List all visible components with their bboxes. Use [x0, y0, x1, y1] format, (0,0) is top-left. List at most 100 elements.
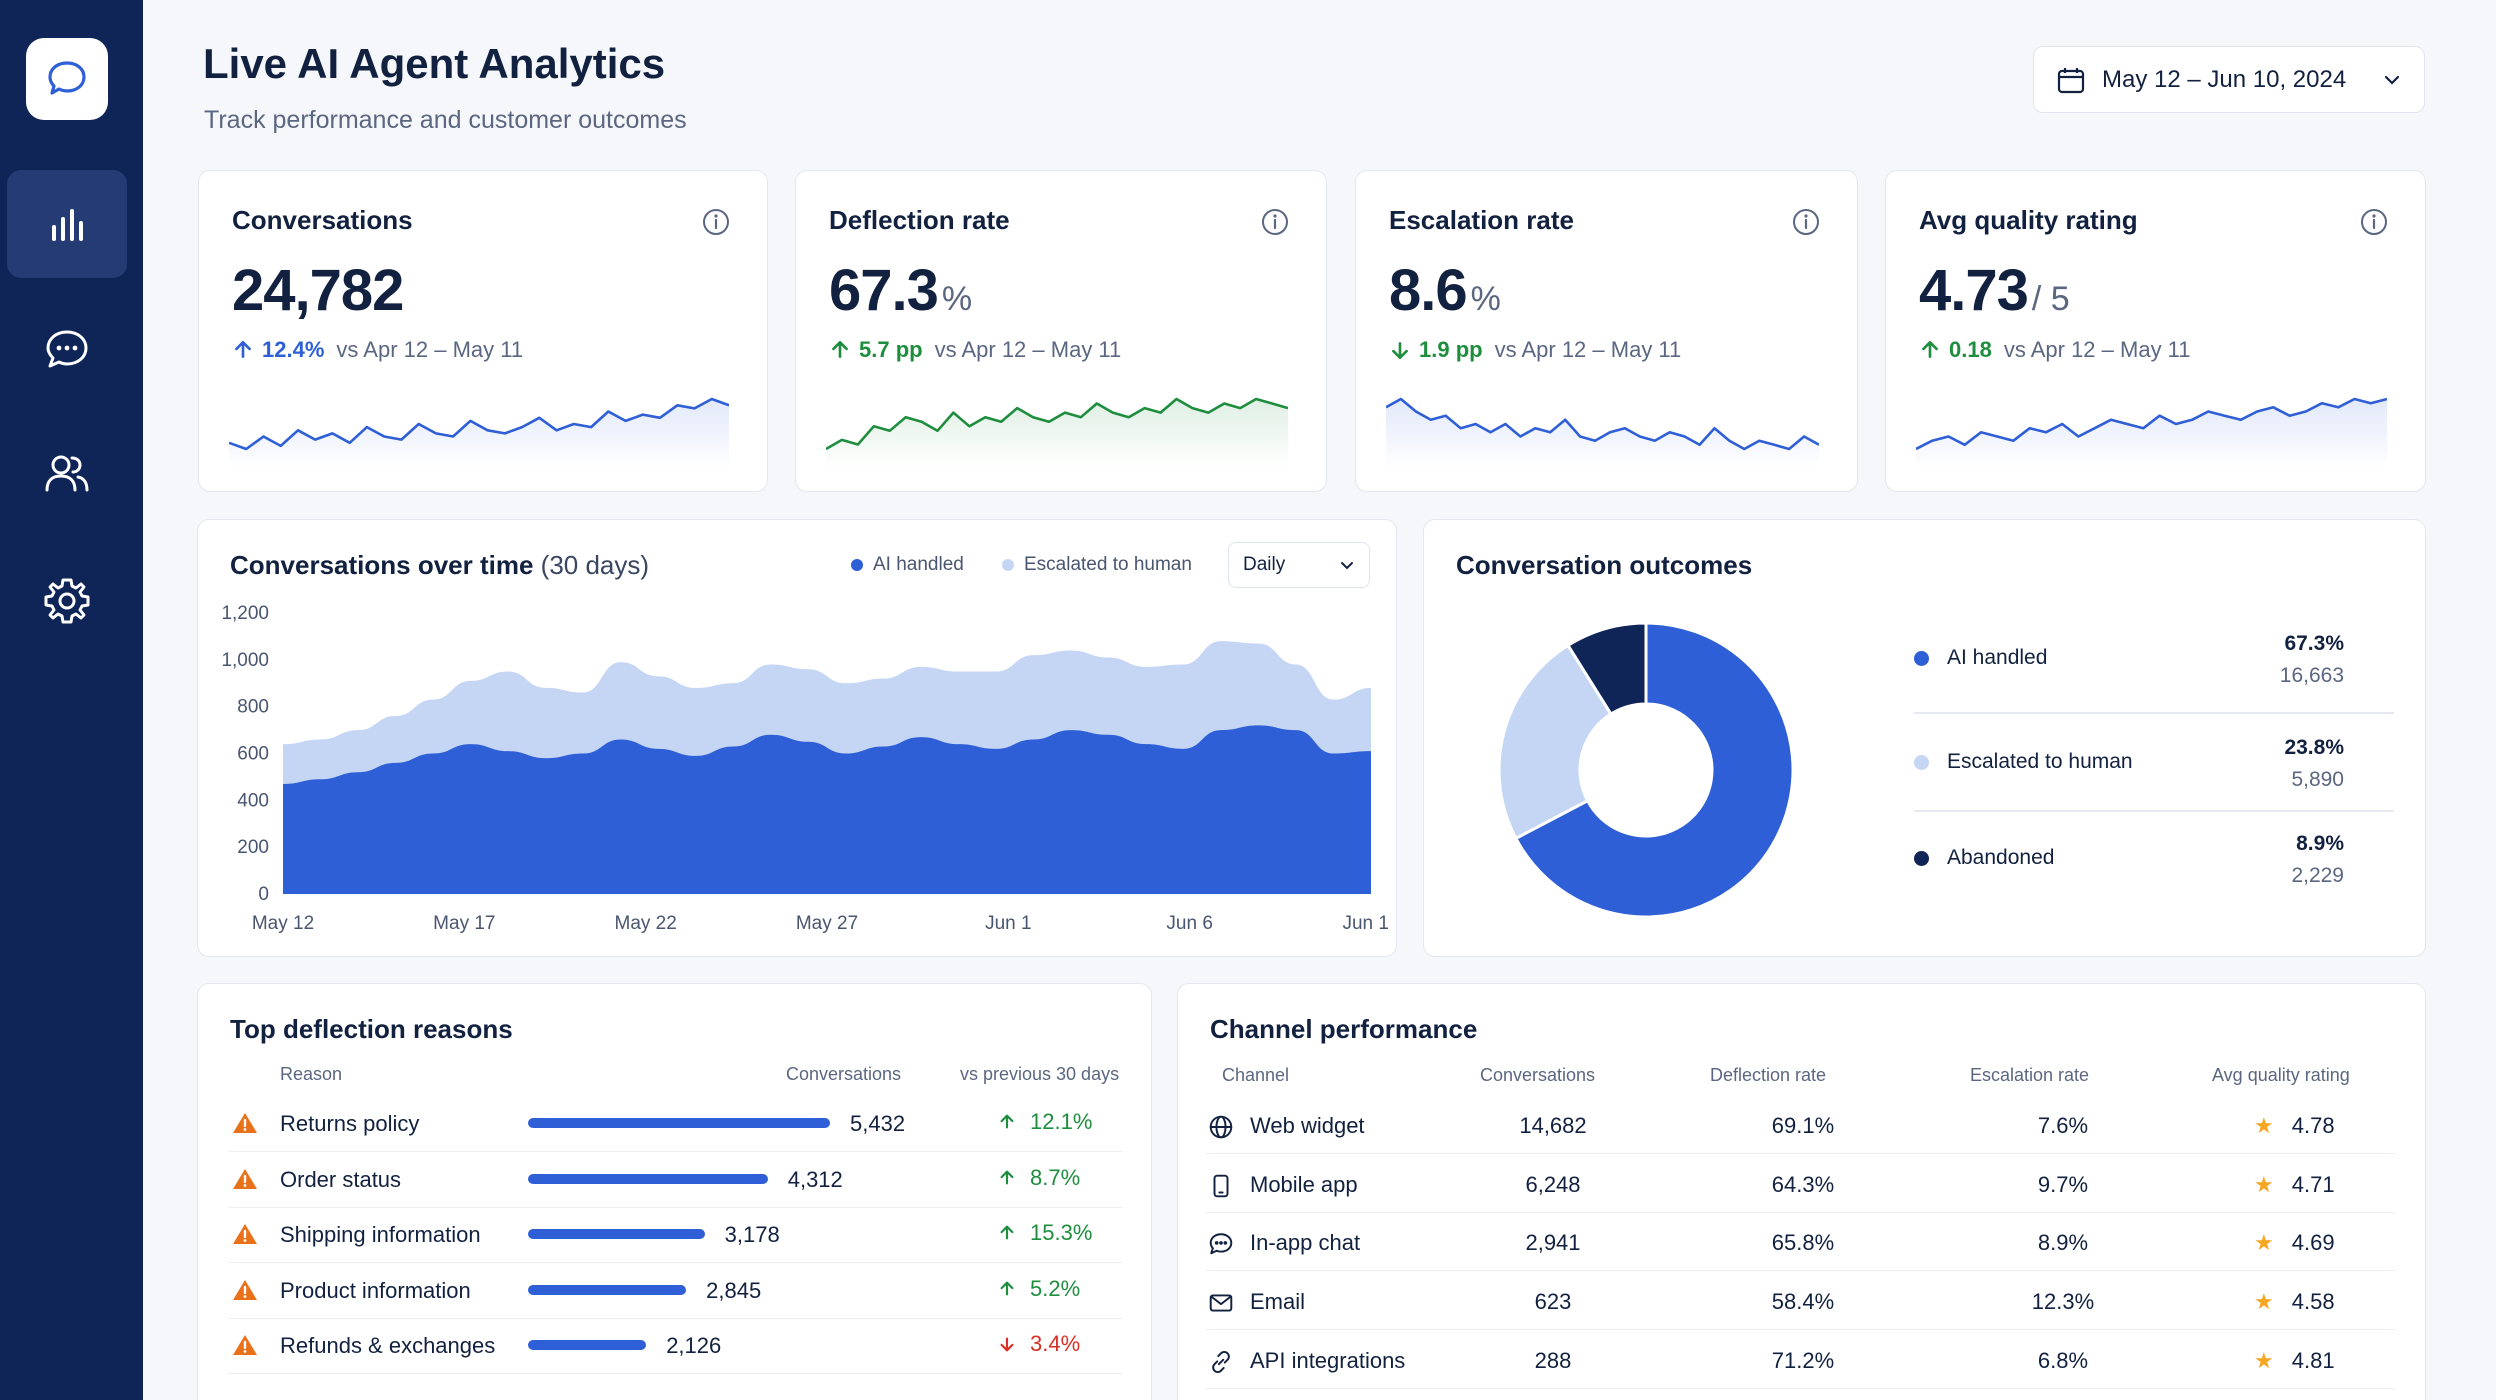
arrow-up-icon: [235, 340, 251, 358]
deflection-row[interactable]: Returns policy 5,432 12.1%: [228, 1096, 1122, 1152]
channel-row[interactable]: In-app chat 2,941 65.8% 8.9% ★ 4.69: [1206, 1215, 2396, 1272]
reason-bar: [528, 1284, 687, 1295]
users-icon: [45, 455, 89, 492]
reason-label: Refunds & exchanges: [280, 1333, 496, 1358]
channel-quality: ★ 4.69: [2254, 1230, 2335, 1256]
star-icon: ★: [2254, 1289, 2274, 1315]
warning-icon: [233, 1335, 257, 1355]
kpi-value: 67.3%: [829, 258, 973, 323]
kpi-sparkline: [229, 397, 729, 469]
outcome-abandoned: Abandoned 8.9% 2,229: [1914, 826, 2414, 906]
kpi-unit: %: [1470, 280, 1501, 318]
y-tick-label: 1,000: [221, 650, 269, 671]
bar-chart-icon: [52, 209, 83, 241]
kpi-delta: 0.18 vs Apr 12 – May 11: [1919, 337, 2191, 363]
channel-quality: ★ 4.58: [2254, 1289, 2335, 1315]
channel-row[interactable]: Mobile app 6,248 64.3% 9.7% ★ 4.71: [1206, 1157, 2396, 1213]
warning-icon: [233, 1168, 257, 1189]
chat-icon: [46, 330, 88, 368]
info-icon[interactable]: [1260, 207, 1290, 242]
channel-row[interactable]: Web widget 14,682 69.1% 7.6% ★ 4.78: [1206, 1098, 2396, 1154]
warning-icon: [233, 1279, 257, 1300]
kpi-title: Escalation rate: [1389, 205, 1574, 235]
channel-row[interactable]: API integrations 288 71.2% 6.8% ★ 4.81: [1206, 1333, 2396, 1389]
reason-bar: [528, 1118, 830, 1128]
channel-name: API integrations: [1250, 1347, 1406, 1373]
y-tick-label: 200: [237, 837, 269, 858]
channel-name: Web widget: [1250, 1113, 1365, 1138]
kpi-card-escalation-rate: Escalation rate 8.6% 1.9 pp vs Apr 12 – M…: [1355, 170, 1858, 492]
sidebar: [0, 0, 143, 1400]
reason-change: 5.2%: [998, 1276, 1080, 1302]
reason-count: 2,845: [706, 1277, 762, 1303]
deflection-row[interactable]: Product information 2,845 5.2%: [228, 1263, 1122, 1319]
kpi-value: 8.6%: [1389, 258, 1501, 323]
conversation-outcomes-card: Conversation outcomes AI handled 67.3% 1…: [1423, 519, 2426, 957]
channel-deflection: 58.4%: [1771, 1289, 1835, 1315]
deflection-row[interactable]: Order status 4,312 8.7%: [228, 1152, 1122, 1208]
kpi-card-conversations: Conversations 24,782 12.4% vs Apr 12 – Ma…: [198, 170, 768, 492]
reason-label: Order status: [280, 1166, 402, 1192]
channel-escalation: 6.8%: [2037, 1347, 2089, 1373]
legend-ai-handled: AI handled: [851, 554, 964, 576]
info-icon[interactable]: [701, 207, 731, 242]
donut-slice-escalated-to-human[interactable]: [1497, 643, 1614, 841]
deflection-row[interactable]: Refunds & exchanges 2,126 3.4%: [228, 1318, 1122, 1374]
channel-deflection: 65.8%: [1771, 1230, 1835, 1256]
reason-bar: [528, 1173, 768, 1184]
deflection-title: Top deflection reasons: [230, 1014, 513, 1044]
channel-quality: ★ 4.78: [2254, 1113, 2335, 1138]
chart-title: Conversations over time (30 days): [230, 550, 650, 580]
legend-escalated: Escalated to human: [1002, 554, 1192, 576]
chevron-down-icon: [1341, 562, 1353, 570]
reason-change: 8.7%: [998, 1165, 1080, 1191]
date-range-label: May 12 – Jun 10, 2024: [2102, 65, 2347, 93]
donut-slice-abandoned[interactable]: [1565, 621, 1648, 717]
app-logo[interactable]: [26, 38, 108, 120]
channel-escalation: 12.3%: [2031, 1289, 2095, 1315]
y-tick-label: 800: [237, 697, 269, 718]
granularity-select[interactable]: Daily: [1228, 542, 1370, 588]
reason-change: 15.3%: [998, 1220, 1092, 1246]
kpi-delta: 5.7 pp vs Apr 12 – May 11: [829, 337, 1121, 363]
arrow-up-icon: [1000, 1114, 1014, 1129]
kpi-value: 4.73/ 5: [1919, 258, 2070, 323]
star-icon: ★: [2254, 1230, 2274, 1256]
kpi-card-deflection-rate: Deflection rate 67.3% 5.7 pp vs Apr 12 – …: [795, 170, 1327, 492]
top-deflection-reasons-card: Top deflection reasons Reason Conversati…: [197, 983, 1152, 1400]
y-tick-label: 0: [258, 884, 269, 905]
channel-conversations: 288: [1534, 1347, 1572, 1373]
nav-analytics[interactable]: [7, 170, 127, 278]
x-tick-label: May 17: [433, 913, 495, 934]
nav-settings[interactable]: [7, 547, 127, 655]
arrow-up-icon: [1000, 1170, 1014, 1184]
info-icon[interactable]: [2359, 207, 2389, 242]
donut-slice-ai-handled[interactable]: [1513, 621, 1795, 919]
channel-row[interactable]: Email 623 58.4% 12.3% ★ 4.58: [1206, 1274, 2396, 1331]
arrow-down-icon: [1000, 1337, 1014, 1352]
arrow-up-icon: [1000, 1281, 1014, 1295]
col-escalation-rate: Escalation rate: [1970, 1065, 2090, 1085]
reason-count: 4,312: [787, 1166, 843, 1192]
nav-users[interactable]: [7, 420, 127, 528]
deflection-row[interactable]: Shipping information 3,178 15.3%: [228, 1207, 1122, 1263]
kpi-sparkline: [1386, 397, 1819, 469]
reason-label: Shipping information: [280, 1222, 481, 1247]
nav-conversations[interactable]: [7, 295, 127, 403]
channel-performance-card: Channel performance Channel Conversation…: [1177, 983, 2426, 1400]
reason-label: Returns policy: [280, 1111, 420, 1136]
info-icon[interactable]: [1791, 207, 1821, 242]
outcomes-donut-chart: [1497, 621, 1795, 919]
channel-conversations: 6,248: [1525, 1171, 1581, 1197]
channel-quality: ★ 4.71: [2254, 1171, 2335, 1197]
y-tick-label: 600: [237, 744, 269, 765]
channel-name: In-app chat: [1250, 1230, 1361, 1256]
chat-bubble-logo-icon: [48, 61, 86, 95]
x-tick-label: May 27: [796, 913, 858, 934]
channel-quality: ★ 4.81: [2254, 1347, 2335, 1373]
y-tick-label: 1,200: [221, 603, 269, 624]
x-tick-label: Jun 6: [1166, 913, 1212, 934]
kpi-unit: %: [941, 280, 973, 318]
date-range-picker[interactable]: May 12 – Jun 10, 2024: [2033, 46, 2425, 113]
arrow-up-icon: [1000, 1225, 1014, 1240]
